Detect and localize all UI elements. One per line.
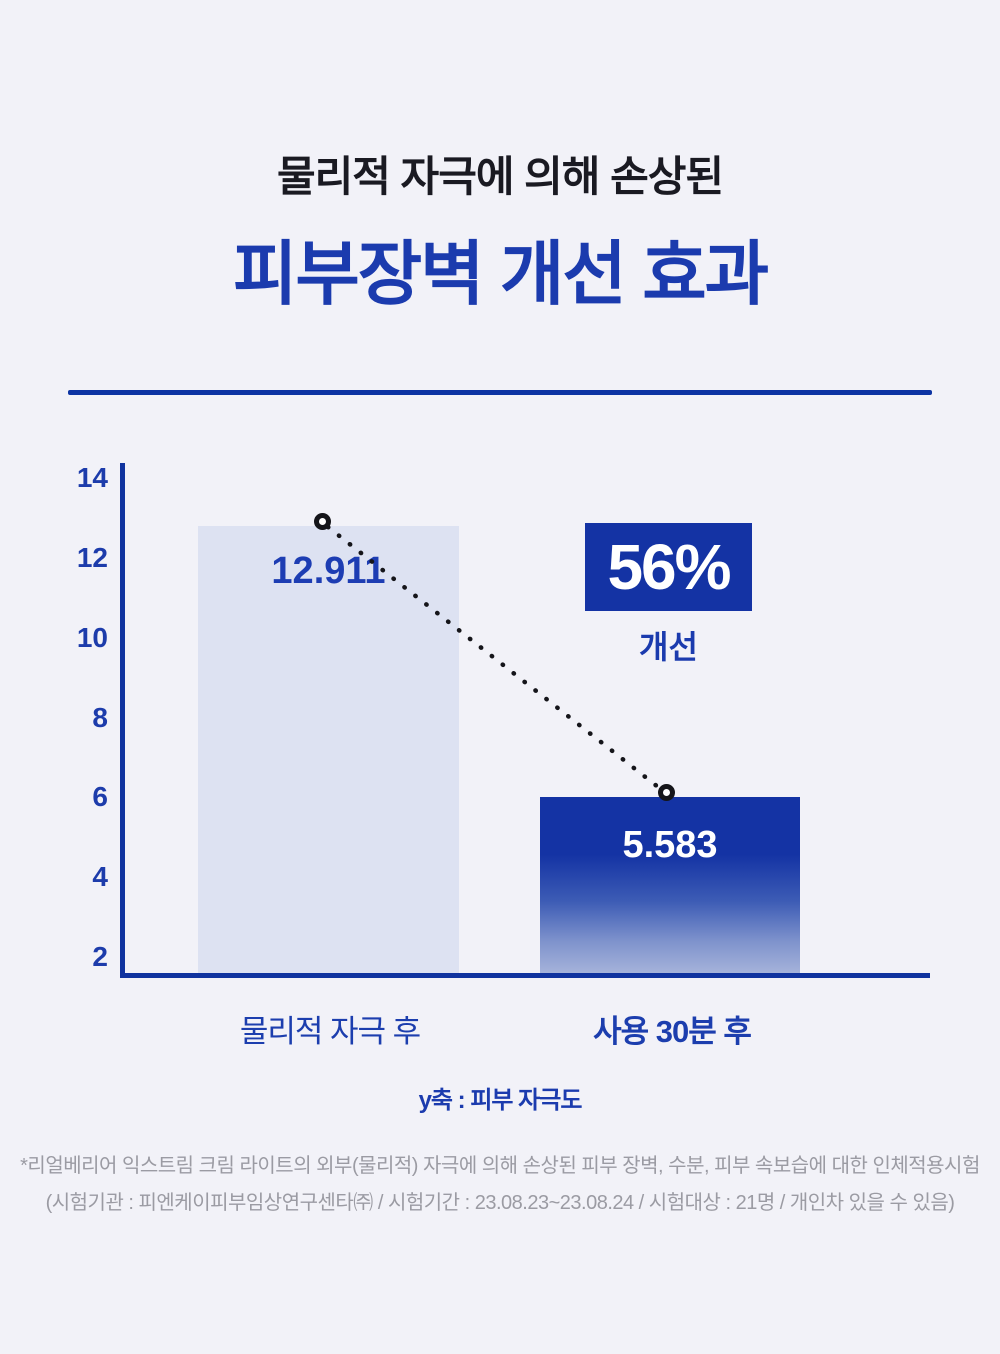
- footnote-line-1: *리얼베리어 익스트림 크림 라이트의 외부(물리적) 자극에 의해 손상된 피…: [20, 1155, 980, 1177]
- page-title: 피부장벽 개선 효과: [232, 235, 769, 313]
- improvement-label: 개선: [639, 629, 698, 665]
- bar-after-30min: [540, 797, 800, 977]
- y-tick-4: 4: [92, 861, 108, 892]
- y-tick-6: 6: [92, 781, 108, 812]
- divider-line: [68, 390, 932, 395]
- category-label-after: 사용 30분 후: [593, 1014, 752, 1049]
- y-tick-14: 14: [76, 462, 108, 493]
- x-axis-line: [120, 973, 930, 978]
- data-point-marker-after: [658, 784, 675, 801]
- y-tick-2: 2: [92, 941, 108, 972]
- improvement-badge: 56%: [585, 523, 752, 611]
- bar-value-before: 12.911: [271, 550, 386, 592]
- page-subtitle: 물리적 자극에 의해 손상된: [276, 153, 724, 200]
- category-label-before: 물리적 자극 후: [239, 1014, 421, 1049]
- y-axis-caption: y축 : 피부 자극도: [418, 1087, 583, 1114]
- bar-before-stimulus: [198, 526, 459, 977]
- data-point-marker-before: [314, 513, 331, 530]
- y-tick-10: 10: [76, 622, 108, 653]
- y-tick-8: 8: [92, 702, 108, 733]
- y-axis-line: [120, 463, 125, 977]
- y-tick-12: 12: [76, 542, 108, 573]
- footnote-line-2: (시험기관 : 피엔케이피부임상연구센타㈜ / 시험기간 : 23.08.23~…: [45, 1192, 955, 1214]
- bar-value-after: 5.583: [622, 824, 718, 866]
